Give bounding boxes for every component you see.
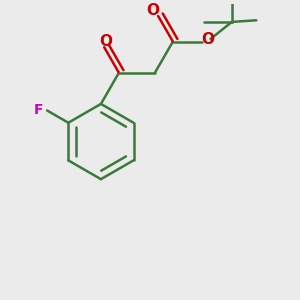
Text: F: F (34, 103, 43, 118)
Text: O: O (146, 3, 159, 18)
Text: O: O (99, 34, 112, 49)
Text: O: O (201, 32, 214, 47)
